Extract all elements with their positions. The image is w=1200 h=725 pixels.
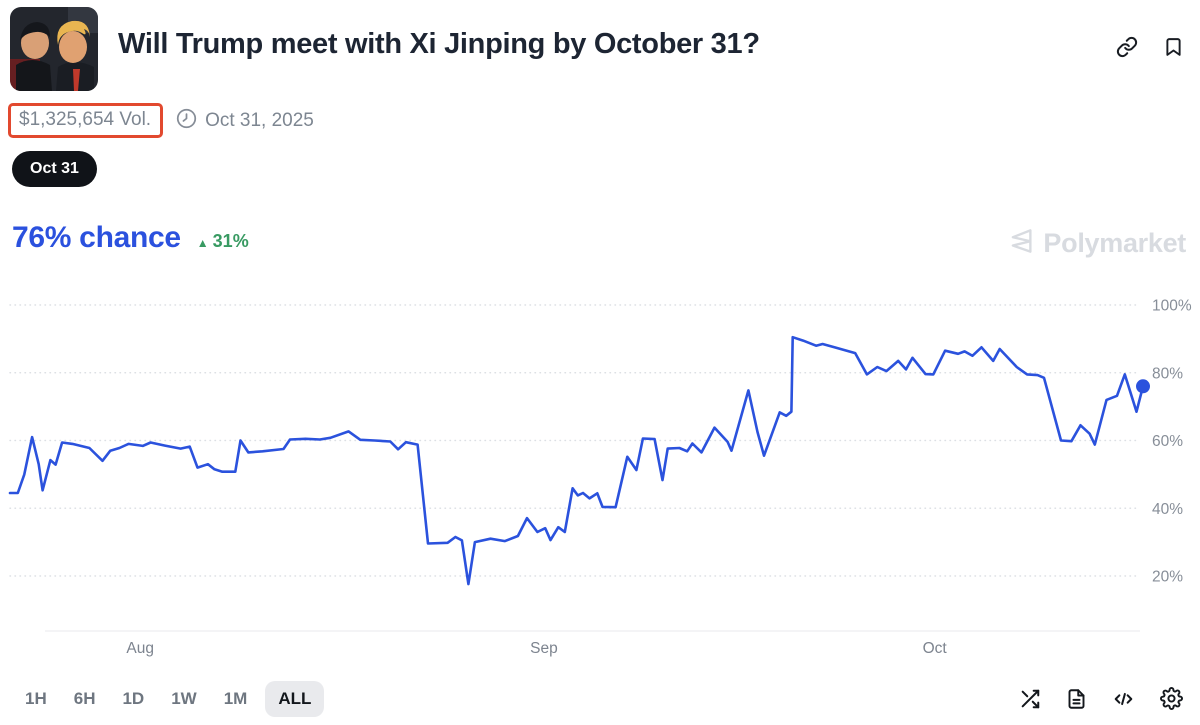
page-title: Will Trump meet with Xi Jinping by Octob…: [118, 28, 760, 60]
current-price-dot: [1136, 379, 1150, 394]
chance-value: 76% chance: [12, 221, 181, 254]
end-date-text: Oct 31, 2025: [205, 109, 314, 131]
timeframe-button-1m[interactable]: 1M: [215, 681, 257, 717]
shuffle-icon[interactable]: [1019, 688, 1041, 710]
price-line: [8, 335, 1145, 586]
settings-icon[interactable]: [1160, 687, 1183, 710]
polymarket-watermark: Polymarket: [1006, 226, 1186, 261]
outcome-tag[interactable]: Oct 31: [12, 151, 97, 187]
timeframe-button-1w[interactable]: 1W: [162, 681, 206, 717]
timeframe-button-1h[interactable]: 1H: [16, 681, 56, 717]
chance-row: 76% chance ▲ 31%: [12, 221, 249, 255]
code-icon[interactable]: [1112, 688, 1135, 710]
y-axis-label: 80%: [1152, 365, 1183, 382]
link-icon[interactable]: [1116, 36, 1138, 58]
header-actions: [1116, 36, 1184, 58]
polymarket-logo-icon: [1006, 226, 1036, 261]
x-axis-label: Aug: [126, 640, 154, 657]
trump-xi-photo: [10, 7, 98, 91]
volume-annotation-box: $1,325,654 Vol.: [8, 103, 164, 138]
timeframe-button-all[interactable]: ALL: [265, 681, 325, 717]
change-value: 31%: [212, 231, 249, 251]
x-axis-label: Sep: [530, 640, 558, 657]
timeframe-selector: 1H 6H 1D 1W 1M ALL: [16, 681, 325, 717]
y-axis-label: 20%: [1152, 569, 1183, 586]
meta-row: $1,325,654 Vol. Oct 31, 2025: [8, 103, 314, 138]
timeframe-button-6h[interactable]: 6H: [65, 681, 105, 717]
watermark-text: Polymarket: [1043, 228, 1186, 258]
chart-tools: [1019, 687, 1183, 710]
y-axis-label: 40%: [1152, 501, 1183, 518]
chance-change: ▲ 31%: [197, 231, 249, 252]
document-icon[interactable]: [1066, 688, 1087, 710]
up-arrow-icon: ▲: [196, 236, 209, 250]
x-axis-label: Oct: [923, 640, 948, 657]
clock-icon: [176, 108, 197, 134]
y-axis-label: 100%: [1152, 298, 1192, 315]
volume-text: $1,325,654 Vol.: [19, 109, 152, 130]
market-thumbnail: [10, 7, 98, 91]
end-date: Oct 31, 2025: [176, 108, 314, 134]
timeframe-button-1d[interactable]: 1D: [113, 681, 153, 717]
y-axis-label: 60%: [1152, 433, 1183, 450]
price-chart[interactable]: 100% 80% 60% 40% 20% Aug Sep Oct: [0, 290, 1200, 670]
bookmark-icon[interactable]: [1163, 36, 1184, 58]
